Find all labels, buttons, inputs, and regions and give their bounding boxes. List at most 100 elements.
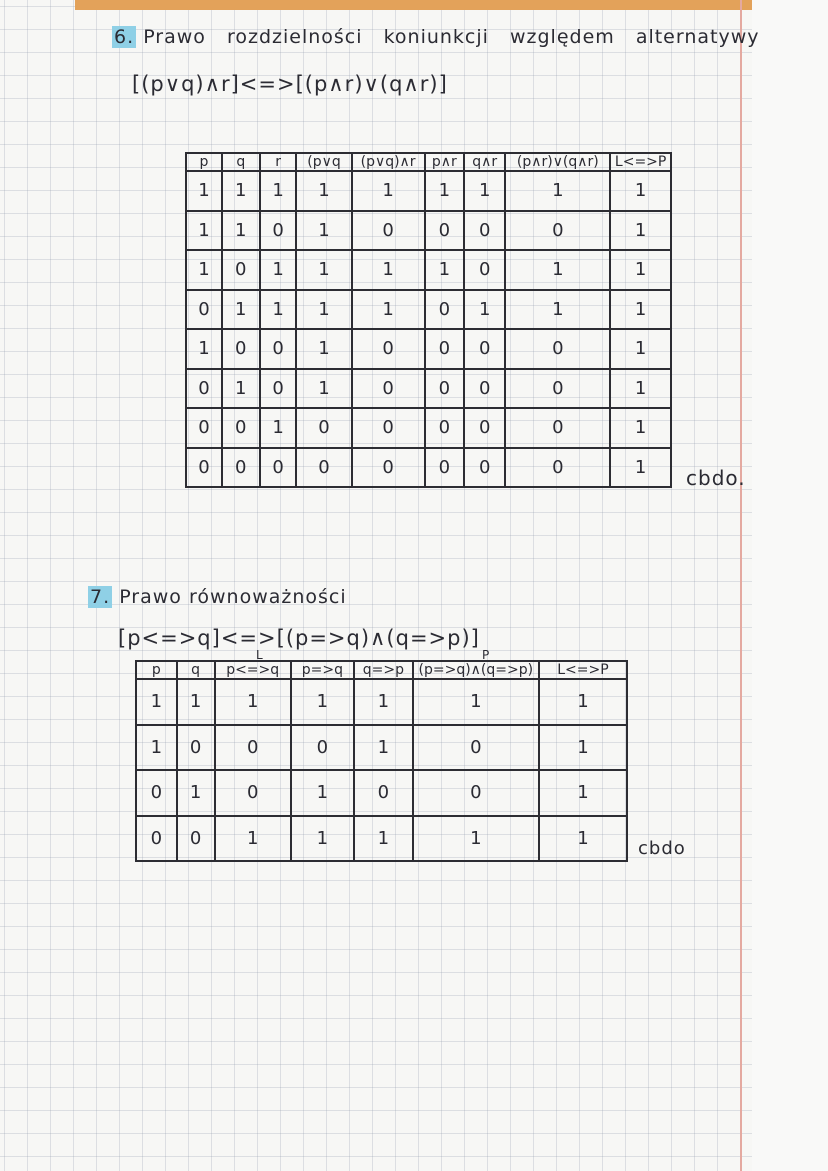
table-cell: 1 xyxy=(609,209,672,251)
table-cell: 1 xyxy=(423,170,466,212)
section7-formula: [p<=>q]<=>[(p=>q)∧(q=>p)] xyxy=(118,626,480,650)
table-cell: 0 xyxy=(504,407,612,449)
column-header: q xyxy=(220,152,261,172)
table-cell: 0 xyxy=(423,407,466,449)
table-cell: 1 xyxy=(537,723,629,771)
table-cell: 1 xyxy=(295,249,353,291)
table-cell: 1 xyxy=(213,814,292,862)
table-cell: 0 xyxy=(504,209,612,251)
section7-title: Prawo równoważności xyxy=(119,586,347,608)
table-cell: 1 xyxy=(295,170,353,212)
column-header: L<=>P xyxy=(537,660,629,680)
table-cell: 1 xyxy=(609,367,672,409)
table-cell: 1 xyxy=(463,288,507,330)
table-cell: 0 xyxy=(135,769,178,817)
table-cell: 1 xyxy=(463,170,507,212)
column-header: p∧r xyxy=(423,152,466,172)
table-cell: 0 xyxy=(289,723,356,771)
table-cell: 0 xyxy=(258,367,298,409)
table-cell: 1 xyxy=(258,170,298,212)
table-cell: 1 xyxy=(411,814,540,862)
table-cell: 1 xyxy=(258,407,298,449)
table-cell: 1 xyxy=(504,249,612,291)
column-header: (p∧r)∨(q∧r) xyxy=(504,152,612,172)
table-cell: 0 xyxy=(175,814,216,862)
table-cell: 1 xyxy=(213,678,292,726)
table-cell: 1 xyxy=(423,249,466,291)
table-cell: 0 xyxy=(185,367,223,409)
table-cell: 1 xyxy=(135,678,178,726)
page-top-strip xyxy=(75,0,755,10)
table-cell: 0 xyxy=(463,249,507,291)
table-cell: 0 xyxy=(185,407,223,449)
table-cell: 1 xyxy=(185,170,223,212)
section7-conclusion: cbdo xyxy=(638,838,686,859)
table-cell: 1 xyxy=(258,288,298,330)
column-header: (p∨q)∧r xyxy=(350,152,426,172)
table-cell: 0 xyxy=(213,723,292,771)
page-edge xyxy=(752,0,828,1171)
table-cell: 1 xyxy=(350,170,426,212)
table-cell: 0 xyxy=(411,769,540,817)
table-cell: 0 xyxy=(220,446,261,488)
table-cell: 1 xyxy=(537,814,629,862)
table-cell: 0 xyxy=(258,209,298,251)
section7-heading: 7. Prawo równoważności xyxy=(88,586,347,608)
column-header: q=>p xyxy=(353,660,414,680)
table-cell: 0 xyxy=(295,446,353,488)
table-cell: 0 xyxy=(220,407,261,449)
table-cell: 0 xyxy=(295,407,353,449)
table-cell: 1 xyxy=(353,814,414,862)
table-cell: 1 xyxy=(609,170,672,212)
table-cell: 0 xyxy=(423,288,466,330)
table-cell: 0 xyxy=(463,209,507,251)
table-cell: 1 xyxy=(537,769,629,817)
column-header: p<=>q xyxy=(213,660,292,680)
table-cell: 0 xyxy=(350,209,426,251)
table-cell: 1 xyxy=(220,209,261,251)
table-cell: 0 xyxy=(175,723,216,771)
table-cell: 1 xyxy=(185,249,223,291)
column-header: (p∨q xyxy=(295,152,353,172)
table-cell: 1 xyxy=(220,170,261,212)
table-cell: 1 xyxy=(289,678,356,726)
table-cell: 1 xyxy=(609,328,672,370)
section6-heading: 6. Prawo rozdzielności koniunkcji względ… xyxy=(112,26,760,48)
table-cell: 0 xyxy=(463,367,507,409)
column-header: r xyxy=(258,152,298,172)
table-cell: 1 xyxy=(609,446,672,488)
table-cell: 1 xyxy=(295,328,353,370)
table-cell: 1 xyxy=(411,678,540,726)
table-cell: 1 xyxy=(609,249,672,291)
table-cell: 1 xyxy=(609,407,672,449)
table-cell: 1 xyxy=(504,288,612,330)
table-cell: 0 xyxy=(411,723,540,771)
section6-title: Prawo rozdzielności koniunkcji względem … xyxy=(143,26,760,48)
table-cell: 0 xyxy=(504,328,612,370)
section7-number: 7. xyxy=(88,586,113,608)
table-cell: 1 xyxy=(185,209,223,251)
table-cell: 0 xyxy=(135,814,178,862)
column-header: q∧r xyxy=(463,152,507,172)
table-cell: 0 xyxy=(423,209,466,251)
table-cell: 0 xyxy=(185,446,223,488)
table-cell: 0 xyxy=(463,446,507,488)
table-cell: 1 xyxy=(350,249,426,291)
table-cell: 1 xyxy=(295,288,353,330)
table-cell: 1 xyxy=(289,769,356,817)
table-cell: 0 xyxy=(423,446,466,488)
table-cell: 1 xyxy=(353,723,414,771)
table-cell: 1 xyxy=(353,678,414,726)
table-cell: 0 xyxy=(185,288,223,330)
table-cell: 0 xyxy=(423,328,466,370)
table-cell: 0 xyxy=(504,367,612,409)
table-cell: 0 xyxy=(220,328,261,370)
table-cell: 0 xyxy=(463,328,507,370)
table-cell: 1 xyxy=(289,814,356,862)
